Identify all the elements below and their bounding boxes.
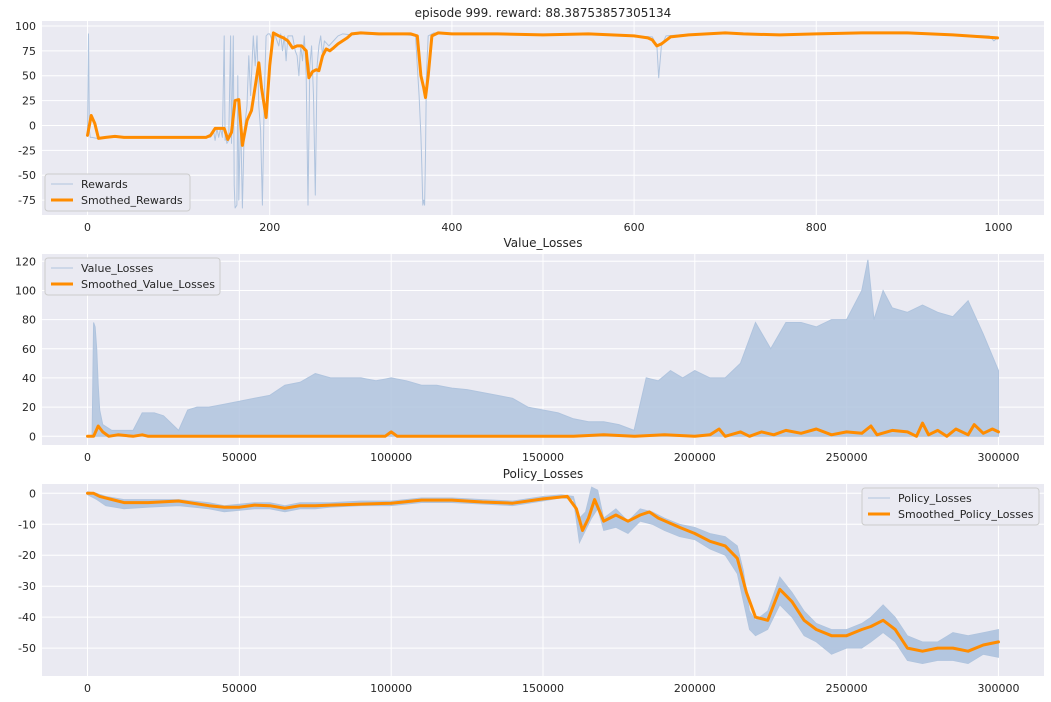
chart-title: Policy_Losses (503, 467, 583, 481)
x-tick-label: 400 (441, 221, 462, 234)
y-tick-label: -50 (18, 169, 36, 182)
y-tick-label: 40 (22, 372, 36, 385)
y-tick-label: -25 (18, 144, 36, 157)
y-tick-label: 0 (29, 430, 36, 443)
x-tick-label: 300000 (977, 451, 1019, 464)
x-tick-label: 150000 (522, 451, 564, 464)
y-tick-label: 20 (22, 401, 36, 414)
x-tick-label: 100000 (370, 451, 412, 464)
y-tick-label: -75 (18, 194, 36, 207)
legend-box (861, 487, 1040, 526)
x-tick-label: 50000 (222, 451, 257, 464)
x-tick-label: 0 (84, 451, 91, 464)
x-tick-label: 200000 (674, 682, 716, 695)
legend-label-raw: Rewards (81, 178, 128, 191)
y-tick-label: 0 (29, 487, 36, 500)
y-tick-label: 25 (22, 95, 36, 108)
policy-losses-chart: 0 -10 -20 -30 -40 -50 0 50000 100000 150000 20000… (18, 467, 1044, 695)
series-Policy_Losses (87, 486, 999, 665)
y-tick-label: 120 (15, 255, 36, 268)
reward-chart: 100 75 50 25 0 -25 -50 -75 0 200 400 600 800 1000 ep… (15, 6, 1044, 234)
legend-label-raw: Value_Losses (81, 262, 154, 275)
x-tick-label: 150000 (522, 682, 564, 695)
x-tick-label: 200 (259, 221, 280, 234)
y-tick-label: 100 (15, 20, 36, 33)
series-Smothed_Rewards (86, 31, 999, 147)
x-tick-label: 300000 (977, 682, 1019, 695)
legend-label-raw: Policy_Losses (898, 492, 972, 505)
x-tick-label: 100000 (370, 682, 412, 695)
legend: Value_Losses Smoothed_Value_Losses (44, 257, 221, 296)
y-tick-label: -10 (18, 518, 36, 531)
x-tick-label: 600 (624, 221, 645, 234)
y-tick-label: -40 (18, 611, 36, 624)
series-Value_Losses (87, 259, 999, 437)
value-losses-chart: 120 100 80 60 40 20 0 0 50000 100000 150000 200000… (15, 236, 1044, 464)
y-tick-label: 100 (15, 284, 36, 297)
y-tick-label: 80 (22, 314, 36, 327)
x-tick-label: 800 (806, 221, 827, 234)
y-tick-label: -20 (18, 549, 36, 562)
legend-box (44, 257, 221, 296)
legend-box (44, 173, 191, 212)
y-tick-label: 50 (22, 70, 36, 83)
x-tick-label: 1000 (984, 221, 1012, 234)
x-tick-label: 0 (84, 682, 91, 695)
x-tick-label: 250000 (826, 451, 868, 464)
series-Smoothed_Policy_Losses (86, 491, 1000, 653)
x-tick-label: 250000 (826, 682, 868, 695)
x-tick-label: 200000 (674, 451, 716, 464)
x-tick-label: 50000 (222, 682, 257, 695)
legend-label-smooth: Smoothed_Value_Losses (81, 278, 215, 291)
y-tick-label: 75 (22, 45, 36, 58)
y-tick-label: 0 (29, 119, 36, 132)
chart-title: episode 999. reward: 88.38753857305134 (415, 6, 672, 20)
y-tick-label: 60 (22, 343, 36, 356)
series-Smoothed_Value_Losses (86, 421, 1000, 438)
legend: Rewards Smothed_Rewards (44, 173, 191, 212)
legend: Policy_Losses Smoothed_Policy_Losses (861, 487, 1040, 526)
x-tick-label: 0 (84, 221, 91, 234)
y-tick-label: -50 (18, 642, 36, 655)
plot-background (42, 21, 1044, 215)
legend-label-smooth: Smothed_Rewards (81, 194, 183, 207)
chart-title: Value_Losses (504, 236, 583, 250)
legend-label-smooth: Smoothed_Policy_Losses (898, 508, 1034, 521)
y-tick-label: -30 (18, 580, 36, 593)
